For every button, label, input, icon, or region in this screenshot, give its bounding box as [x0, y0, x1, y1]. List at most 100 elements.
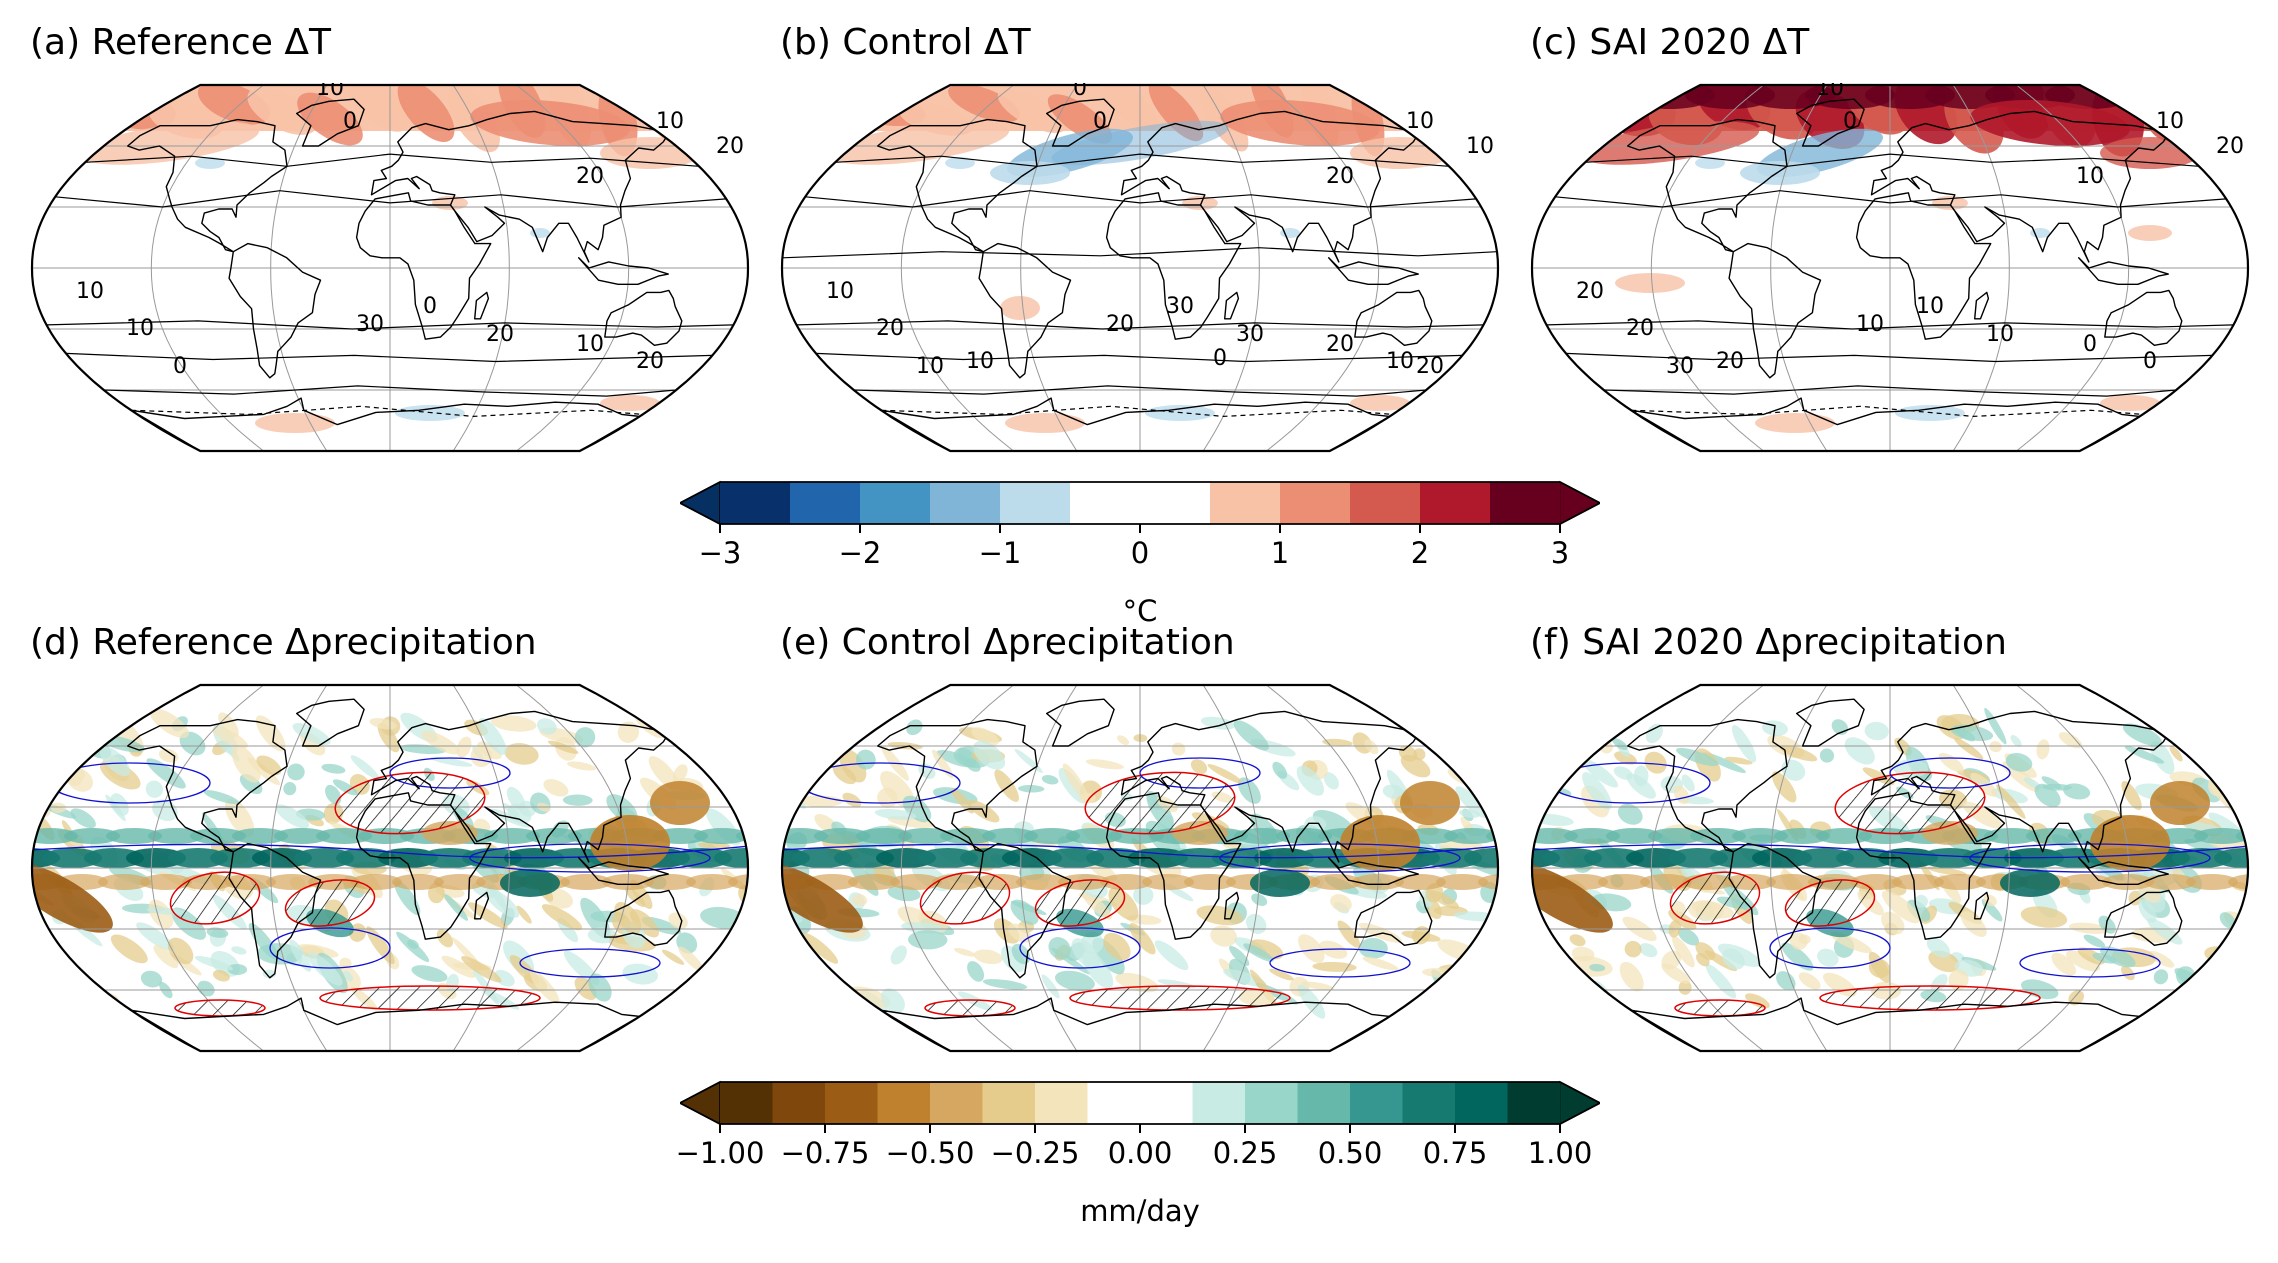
temperature-colorbar-swatch	[930, 482, 1001, 524]
panel-title-c: (c) SAI 2020 ΔT	[1530, 22, 1810, 63]
panel-title-f: (f) SAI 2020 Δprecipitation	[1530, 622, 2007, 663]
contour-label: 0	[1073, 83, 1087, 101]
temperature-colorbar-swatch	[790, 482, 861, 524]
precipitation-map-sai-2020	[1530, 683, 2250, 1053]
precipitation-colorbar-swatch	[930, 1082, 983, 1124]
contour-label: 10	[916, 354, 944, 379]
contour-label: 10	[1386, 349, 1414, 374]
temperature-colorbar-swatch	[1490, 482, 1561, 524]
precipitation-colorbar-swatch	[1350, 1082, 1403, 1124]
precipitation-colorbar-swatch	[1245, 1082, 1298, 1124]
precipitation-colorbar-swatch	[825, 1082, 878, 1124]
contour-label: 20	[1106, 312, 1134, 337]
contour-label: 20	[576, 164, 604, 189]
temperature-colorbar-swatch	[1070, 482, 1141, 524]
panel-title-a: (a) Reference ΔT	[30, 22, 331, 63]
contour-label: 10	[1986, 322, 2014, 347]
precipitation-colorbar-tick-label: −0.25	[990, 1136, 1080, 1170]
temperature-colorbar-extend-high	[1559, 480, 1600, 526]
temperature-colorbar-tick-label: −1	[978, 536, 1022, 570]
precipitation-colorbar-swatch	[1140, 1082, 1193, 1124]
temperature-colorbar-swatch	[1000, 482, 1071, 524]
temperature-colorbar-unit: °C	[1122, 594, 1158, 628]
precipitation-map-reference	[30, 683, 750, 1053]
contour-label: 10	[316, 83, 344, 101]
contour-label: 20	[716, 134, 744, 159]
precipitation-colorbar-swatch	[1087, 1082, 1141, 1124]
temperature-colorbar-tick-label: −2	[838, 536, 882, 570]
temperature-colorbar-swatch	[1350, 482, 1421, 524]
contour-label: 0	[1093, 109, 1107, 134]
contour-label: 10	[656, 109, 684, 134]
contour-label: 20	[1326, 332, 1354, 357]
contour-label: 20	[2216, 134, 2244, 159]
temperature-colorbar-swatch	[860, 482, 931, 524]
temperature-colorbar	[680, 478, 1600, 554]
temperature-map-sai-2020: 10 0 10 20 10 20 20 10 10 0 10 30 0 20	[1530, 83, 2250, 453]
precipitation-colorbar-swatch	[1297, 1082, 1351, 1124]
contour-label: 20	[876, 316, 904, 341]
precipitation-colorbar-tick-label: 1.00	[1527, 1136, 1593, 1170]
contour-label: 0	[173, 354, 187, 379]
precipitation-colorbar-tick-label: 0.00	[1107, 1136, 1173, 1170]
contour-label: 0	[2143, 349, 2157, 374]
contour-label: 0	[343, 109, 357, 134]
precipitation-colorbar-tick-label: 0.25	[1212, 1136, 1278, 1170]
contour-label: 30	[356, 312, 384, 337]
temperature-colorbar-swatch	[1280, 482, 1351, 524]
contour-label: 20	[1716, 349, 1744, 374]
precipitation-colorbar-extend-high	[1559, 1080, 1600, 1126]
contour-label: 0	[1843, 109, 1857, 134]
contour-label: 30	[1236, 322, 1264, 347]
precipitation-colorbar-swatch	[772, 1082, 826, 1124]
temperature-colorbar-extend-low	[680, 480, 721, 526]
precipitation-colorbar-swatch	[720, 1082, 773, 1124]
panel-title-d: (d) Reference Δprecipitation	[30, 622, 537, 663]
contour-label: 10	[76, 279, 104, 304]
contour-label: 10	[1466, 134, 1494, 159]
temperature-map-reference: 10 0 10 20 20 10 10 0 20 10 30 0 20	[30, 83, 750, 453]
contour-label: 10	[1856, 312, 1884, 337]
precipitation-colorbar-swatch	[1402, 1082, 1456, 1124]
contour-label: 20	[1576, 279, 1604, 304]
precipitation-colorbar-tick-label: −0.75	[780, 1136, 870, 1170]
contour-label: 10	[1406, 109, 1434, 134]
contour-label: 20	[636, 349, 664, 374]
contour-label: 10	[576, 332, 604, 357]
contour-label: 0	[1213, 346, 1227, 371]
map-outline	[1530, 83, 2250, 453]
map-outline	[30, 83, 750, 453]
temperature-colorbar-tick-label: −3	[698, 536, 742, 570]
contour-label: 10	[826, 279, 854, 304]
contour-label: 10	[2076, 164, 2104, 189]
precipitation-colorbar-tick-label: −1.00	[675, 1136, 765, 1170]
precipitation-colorbar-tick-label: 0.75	[1422, 1136, 1488, 1170]
contour-label: 30	[1666, 354, 1694, 379]
map-outline	[30, 683, 750, 1053]
precipitation-map-control	[780, 683, 1500, 1053]
contour-label: 20	[1326, 164, 1354, 189]
temperature-colorbar-tick-label: 3	[1550, 536, 1570, 570]
precipitation-colorbar-swatch	[877, 1082, 931, 1124]
precipitation-colorbar-swatch	[1035, 1082, 1088, 1124]
contour-label: 10	[2156, 109, 2184, 134]
map-outline	[780, 683, 1500, 1053]
panel-title-e: (e) Control Δprecipitation	[780, 622, 1235, 663]
precipitation-colorbar-swatch	[1507, 1082, 1561, 1124]
contour-label: 20	[486, 322, 514, 347]
temperature-colorbar-swatch	[1140, 482, 1211, 524]
temperature-colorbar-swatch	[720, 482, 791, 524]
precipitation-colorbar-swatch	[982, 1082, 1036, 1124]
map-outline	[780, 83, 1500, 453]
temperature-colorbar-tick-label: 2	[1410, 536, 1430, 570]
precipitation-colorbar-swatch	[1455, 1082, 1508, 1124]
contour-label: 20	[1626, 316, 1654, 341]
contour-label: 0	[423, 294, 437, 319]
contour-label: 10	[126, 316, 154, 341]
precipitation-colorbar-swatch	[1192, 1082, 1246, 1124]
precipitation-colorbar-extend-low	[680, 1080, 721, 1126]
contour-label: 10	[966, 349, 994, 374]
contour-label: 10	[1916, 294, 1944, 319]
contour-label: 20	[1416, 354, 1444, 379]
